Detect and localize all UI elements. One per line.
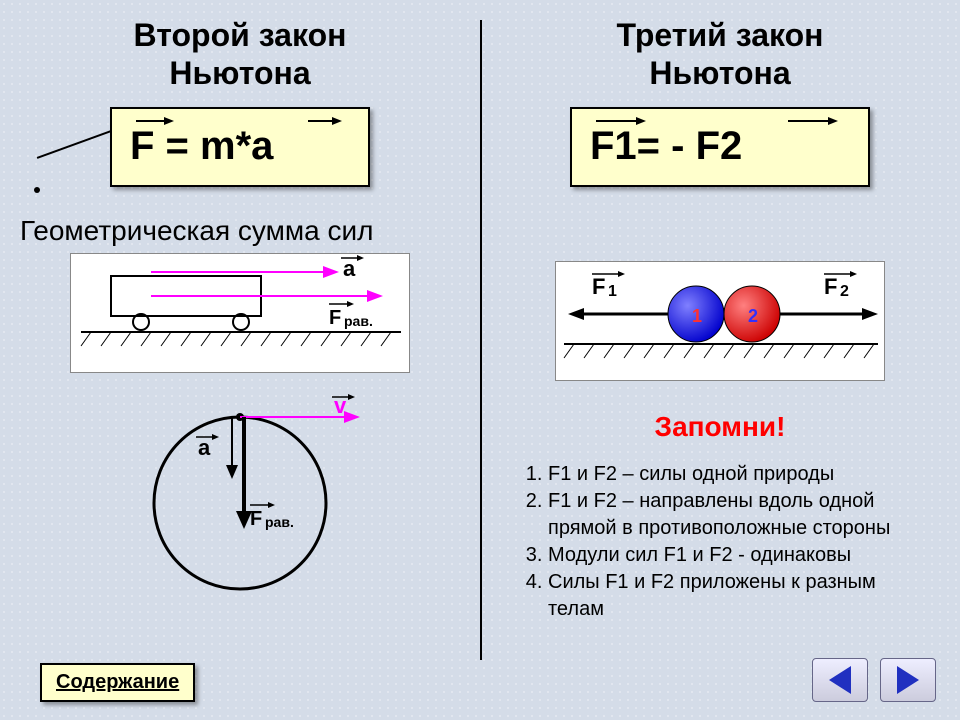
- svg-text:рав.: рав.: [265, 514, 294, 530]
- diagram-cart: a F рав.: [70, 253, 410, 373]
- list-item: F1 и F2 – направлены вдоль одной прямой …: [548, 488, 930, 542]
- right-title-l2: Ньютона: [649, 55, 790, 91]
- diagram-cart-svg: a F рав.: [71, 254, 411, 374]
- svg-text:F: F: [250, 508, 262, 530]
- facts-list: F1 и F2 – силы одной природы F1 и F2 – н…: [520, 461, 930, 623]
- left-title-l1: Второй закон: [134, 17, 347, 53]
- svg-text:F: F: [824, 274, 837, 299]
- left-subtitle: Геометрическая сумма сил: [20, 215, 480, 247]
- svg-text:1: 1: [692, 306, 702, 326]
- svg-text:F: F: [592, 274, 605, 299]
- right-title-l1: Третий закон: [617, 17, 824, 53]
- triangle-right-icon: [897, 666, 919, 694]
- list-item: Модули сил F1 и F2 - одинаковы: [548, 542, 930, 569]
- right-formula-svg: F1= - F2: [590, 113, 850, 169]
- prev-button[interactable]: [812, 658, 868, 702]
- left-title-l2: Ньютона: [169, 55, 310, 91]
- right-column: Третий закон Ньютона F1= - F2: [480, 0, 960, 720]
- svg-text:F = m*a: F = m*a: [130, 124, 274, 168]
- right-formula-box: F1= - F2: [570, 107, 870, 187]
- next-button[interactable]: [880, 658, 936, 702]
- svg-text:рав.: рав.: [344, 313, 373, 329]
- diagram-balls: 1 2 F 1 F 2: [555, 261, 885, 381]
- left-formula-svg: F = m*a: [130, 113, 350, 169]
- svg-text:2: 2: [748, 306, 758, 326]
- svg-text:F1= - F2: F1= - F2: [590, 124, 742, 168]
- svg-text:1: 1: [608, 283, 617, 300]
- pointer-dot: [34, 187, 40, 193]
- svg-text:a: a: [198, 435, 211, 460]
- diagram-circle-svg: v a F рав.: [100, 393, 380, 603]
- list-item: Силы F1 и F2 приложены к разным телам: [548, 569, 930, 623]
- svg-text:a: a: [343, 256, 356, 281]
- svg-text:2: 2: [840, 283, 849, 300]
- right-title: Третий закон Ньютона: [480, 0, 960, 93]
- left-formula-box: F = m*a: [110, 107, 370, 187]
- svg-text:v: v: [334, 393, 347, 418]
- left-column: Второй закон Ньютона F = m*a Геометричес…: [0, 0, 480, 720]
- list-item: F1 и F2 – силы одной природы: [548, 461, 930, 488]
- contents-label: Содержание: [56, 671, 179, 693]
- left-title: Второй закон Ньютона: [0, 0, 480, 93]
- diagram-circle: v a F рав.: [100, 393, 380, 593]
- triangle-left-icon: [829, 666, 851, 694]
- remember-label: Запомни!: [480, 411, 960, 443]
- svg-text:F: F: [329, 307, 341, 329]
- contents-button[interactable]: Содержание: [40, 663, 195, 702]
- diagram-balls-svg: 1 2 F 1 F 2: [556, 262, 886, 382]
